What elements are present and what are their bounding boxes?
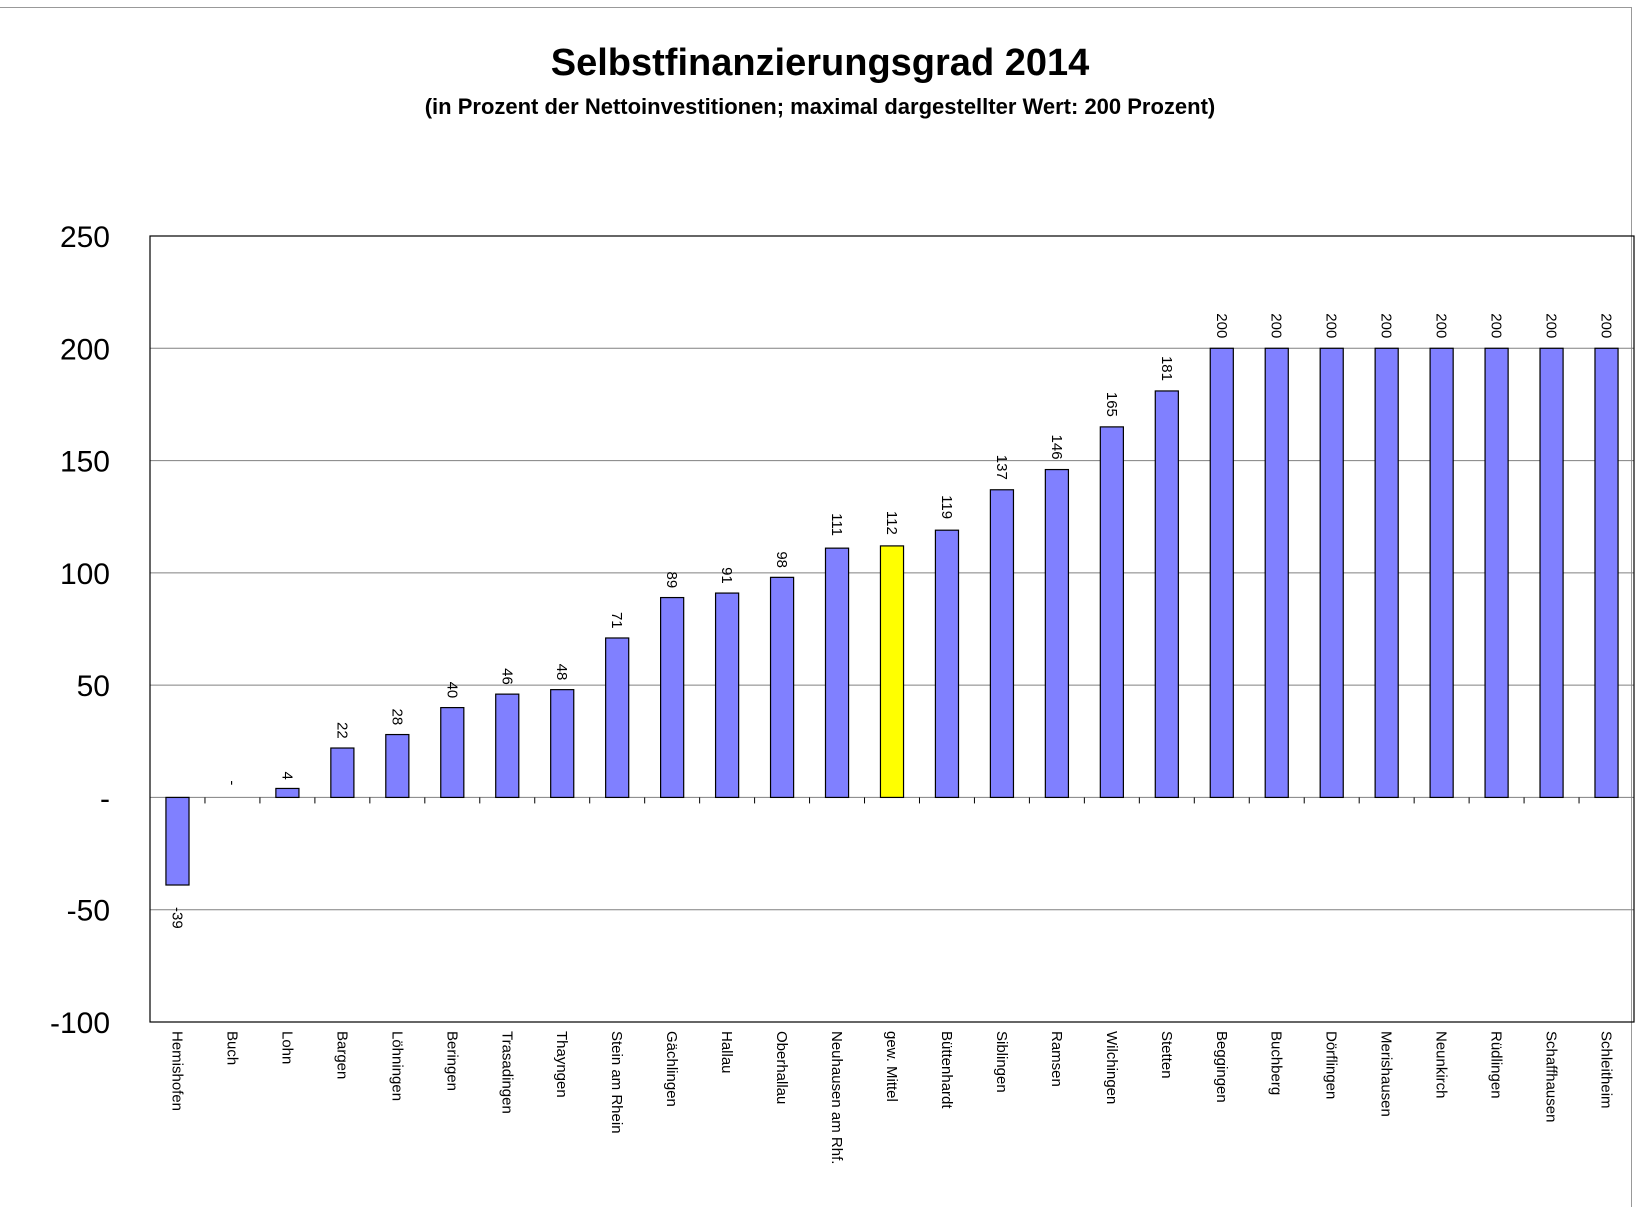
- bar-7: [550, 689, 575, 799]
- x-tick-label-22: Merishausen: [1378, 1031, 1395, 1117]
- data-label-0: -39: [168, 907, 185, 929]
- bar-8: [605, 637, 630, 799]
- bar-17: [1099, 426, 1124, 799]
- data-label-16: 146: [1048, 435, 1065, 460]
- x-tick-label-7: Thayngen: [553, 1031, 570, 1098]
- x-tick-label-12: Neuhausen am Rhf.: [828, 1031, 845, 1164]
- bar-15: [989, 489, 1015, 799]
- x-tick-label-20: Buchberg: [1268, 1031, 1285, 1095]
- chart-title: Selbstfinanzierungsgrad 2014: [550, 42, 1090, 84]
- x-tick-label-17: Wilchingen: [1103, 1031, 1120, 1104]
- x-tick-label-13: gew. Mittel: [883, 1031, 900, 1102]
- bar-24: [1484, 347, 1509, 799]
- data-label-24: 200: [1488, 313, 1505, 338]
- data-label-6: 46: [498, 668, 515, 685]
- data-label-4: 28: [388, 709, 405, 726]
- x-tick-label-24: Rüdlingen: [1488, 1031, 1505, 1099]
- x-tick-label-25: Schaffhausen: [1543, 1031, 1560, 1122]
- x-tick-label-0: Hemishofen: [168, 1031, 185, 1111]
- bar-25: [1539, 347, 1564, 799]
- data-label-7: 48: [553, 664, 570, 681]
- x-tick-label-23: Neunkirch: [1433, 1031, 1450, 1099]
- data-label-1: -: [223, 780, 240, 785]
- x-tick-label-8: Stein am Rhein: [608, 1031, 625, 1134]
- x-tick-label-10: Hallau: [718, 1031, 735, 1074]
- data-label-12: 111: [828, 513, 845, 536]
- bar-16: [1044, 468, 1070, 799]
- data-label-14: 119: [938, 495, 955, 519]
- x-tick-label-2: Lohn: [278, 1031, 295, 1064]
- x-tick-label-3: Bargen: [333, 1031, 350, 1079]
- x-tick-label-5: Beringen: [443, 1031, 460, 1091]
- data-label-26: 200: [1598, 313, 1615, 338]
- x-tick-label-9: Gächlingen: [663, 1031, 680, 1107]
- data-label-13: 112: [883, 511, 900, 535]
- y-tick-label-7: -100: [50, 1007, 110, 1040]
- bar-9: [660, 596, 685, 799]
- data-label-25: 200: [1543, 313, 1560, 338]
- data-label-11: 98: [773, 551, 790, 568]
- data-label-21: 200: [1323, 313, 1340, 338]
- y-tick-label-1: 200: [60, 333, 110, 366]
- x-tick-label-21: Dörflingen: [1323, 1031, 1340, 1099]
- chart-subtitle: (in Prozent der Nettoinvestitionen; maxi…: [424, 94, 1216, 119]
- x-tick-label-15: Siblingen: [993, 1031, 1010, 1093]
- bar-6: [495, 693, 520, 799]
- data-label-9: 89: [663, 572, 680, 589]
- y-tick-label-4: 50: [77, 670, 110, 703]
- bar-18: [1154, 390, 1179, 799]
- bar-2: [275, 787, 300, 799]
- chart-frame: [0, 7, 1632, 1207]
- data-label-5: 40: [443, 682, 460, 699]
- data-label-22: 200: [1378, 313, 1395, 338]
- data-label-18: 181: [1158, 356, 1175, 381]
- data-label-19: 200: [1213, 313, 1230, 338]
- data-label-10: 91: [718, 567, 735, 584]
- y-tick-label-0: 250: [60, 221, 110, 254]
- bar-21: [1319, 347, 1344, 799]
- data-label-17: 165: [1103, 392, 1120, 417]
- y-tick-label-5: -: [100, 782, 110, 815]
- x-tick-label-18: Stetten: [1158, 1031, 1175, 1079]
- data-label-15: 137: [993, 455, 1010, 480]
- data-label-2: 4: [278, 771, 295, 779]
- data-label-23: 200: [1433, 313, 1450, 338]
- bar-13: [879, 545, 905, 799]
- x-tick-label-16: Ramsen: [1048, 1031, 1065, 1087]
- x-tick-label-6: Trasadingen: [498, 1031, 515, 1114]
- x-tick-label-4: Löhningen: [388, 1031, 405, 1101]
- y-tick-label-6: -50: [67, 895, 110, 928]
- bar-0: [165, 796, 190, 886]
- data-label-3: 22: [333, 722, 350, 739]
- bar-22: [1374, 347, 1399, 799]
- bar-3: [330, 747, 355, 799]
- plot-border: [149, 235, 1635, 1023]
- bar-14: [934, 529, 960, 799]
- data-label-20: 200: [1268, 313, 1285, 338]
- y-tick-label-2: 150: [60, 446, 110, 479]
- x-tick-label-19: Beggingen: [1213, 1031, 1230, 1103]
- bar-19: [1209, 347, 1234, 799]
- bar-12: [824, 547, 850, 799]
- bar-10: [714, 592, 740, 799]
- bar-23: [1429, 347, 1454, 799]
- x-tick-label-1: Buch: [223, 1031, 240, 1065]
- bar-26: [1594, 347, 1619, 799]
- bar-20: [1264, 347, 1289, 799]
- x-tick-label-14: Büttenhardt: [938, 1031, 955, 1109]
- bar-11: [769, 576, 795, 799]
- data-label-8: 71: [608, 612, 625, 629]
- x-tick-label-26: Schleitheim: [1598, 1031, 1615, 1109]
- y-tick-label-3: 100: [60, 558, 110, 591]
- x-tick-label-11: Oberhallau: [773, 1031, 790, 1104]
- bar-5: [440, 706, 465, 799]
- bar-4: [385, 733, 410, 799]
